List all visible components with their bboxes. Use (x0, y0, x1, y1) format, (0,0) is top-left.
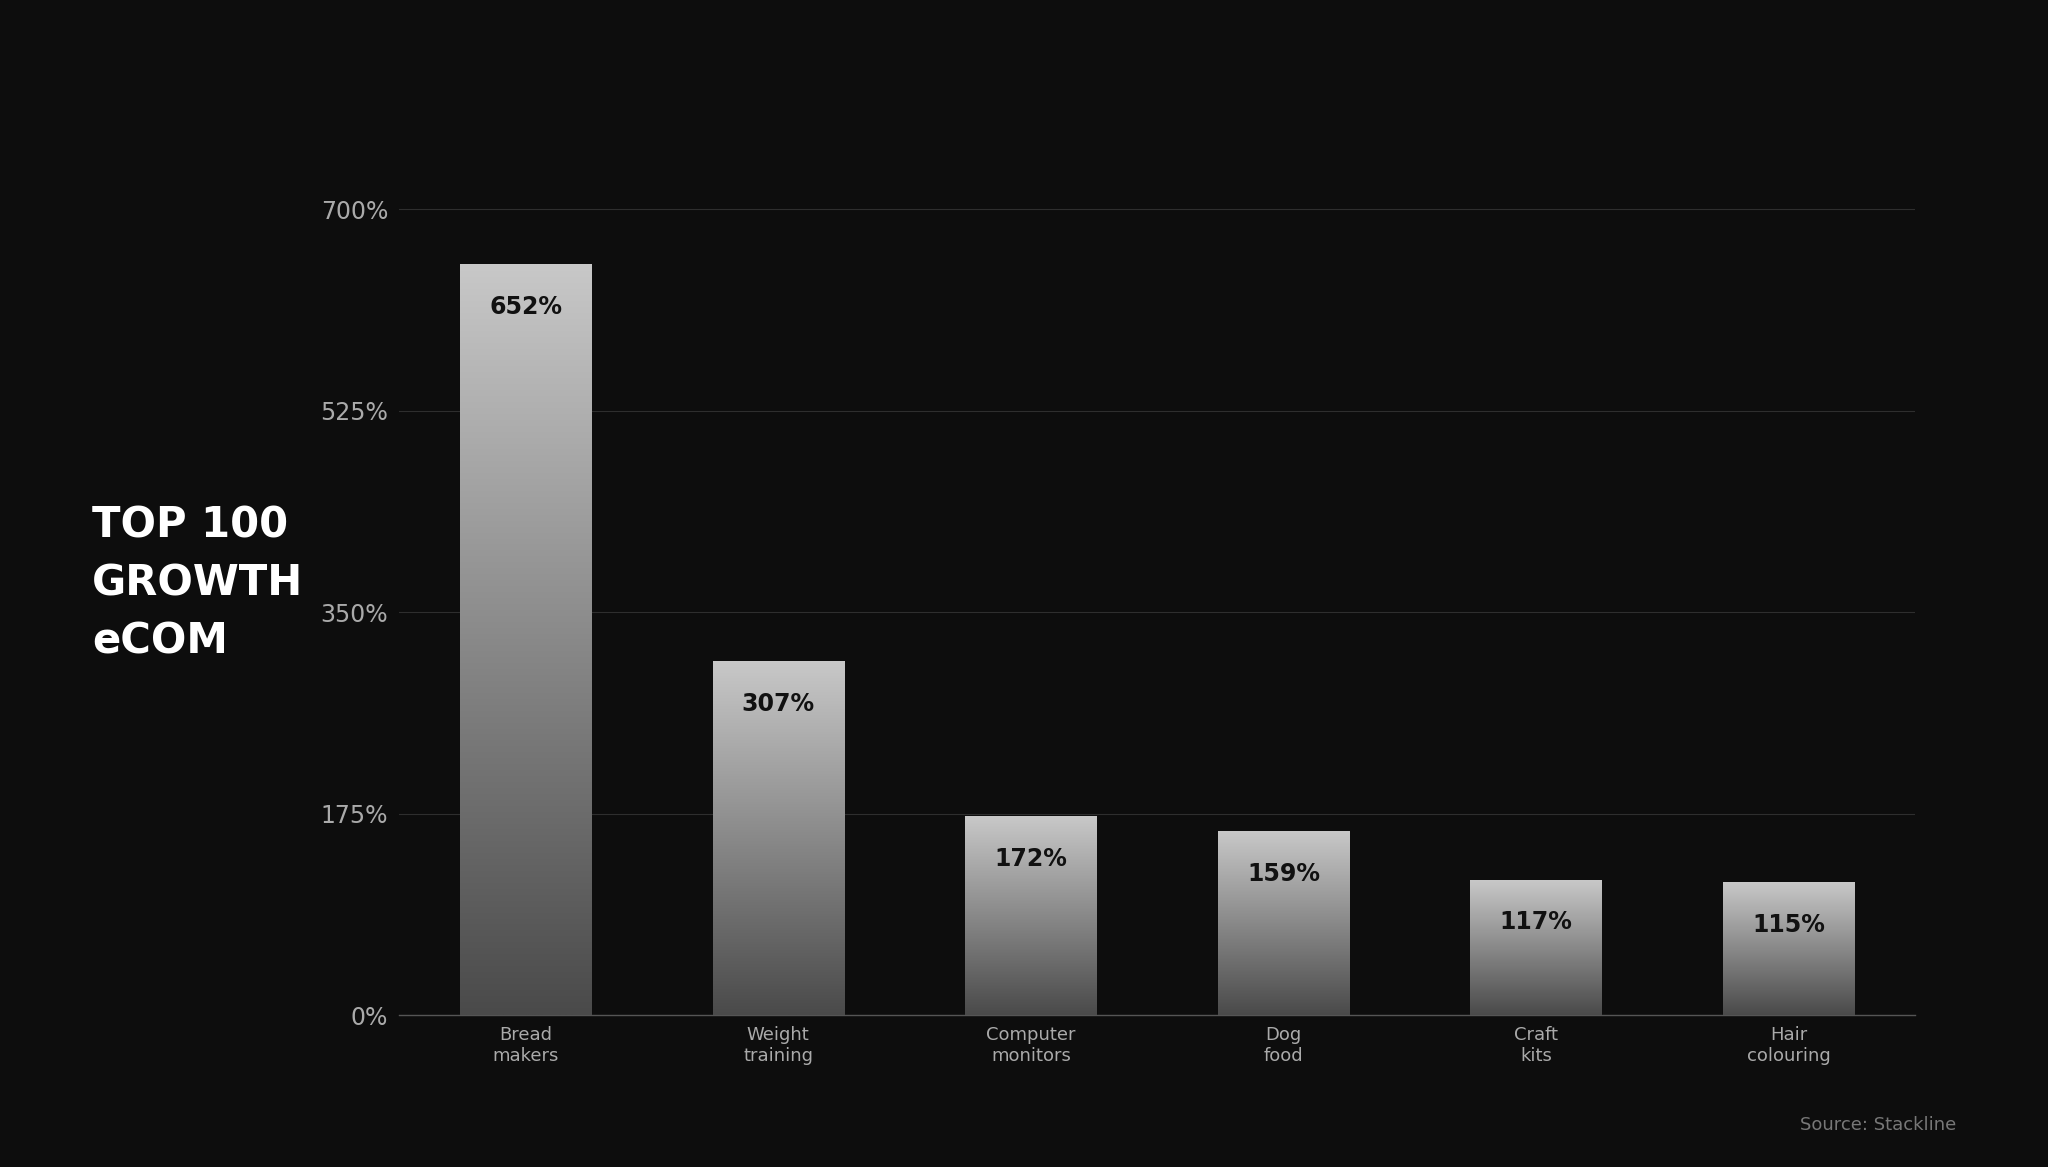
Text: TOP 100
GROWTH
eCOM: TOP 100 GROWTH eCOM (92, 504, 303, 663)
Text: Source: Stackline: Source: Stackline (1800, 1117, 1956, 1134)
Text: 117%: 117% (1499, 910, 1573, 935)
Text: 307%: 307% (741, 692, 815, 715)
Text: 115%: 115% (1753, 913, 1825, 937)
Text: 652%: 652% (489, 294, 561, 319)
Text: 159%: 159% (1247, 862, 1319, 886)
Text: 172%: 172% (995, 847, 1067, 871)
